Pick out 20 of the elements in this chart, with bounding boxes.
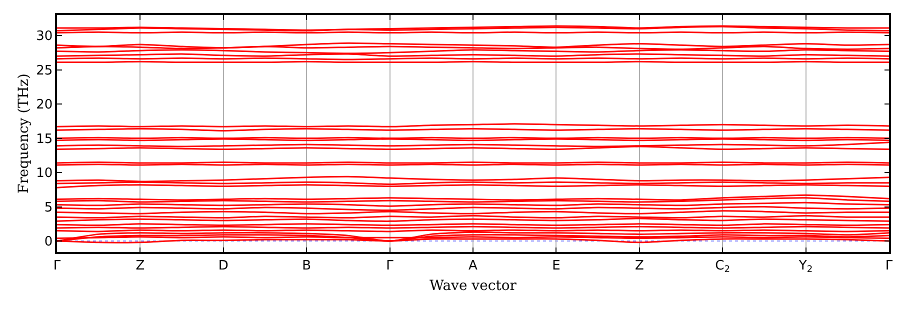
x-tick-label: Γ: [386, 258, 394, 274]
x-tick-label: B: [302, 258, 312, 274]
y-axis-title: Frequency (THz): [16, 73, 32, 194]
x-tick-label: Γ: [53, 258, 62, 274]
x-axis-title: Wave vector: [430, 278, 517, 294]
x-tick-label: A: [468, 258, 478, 274]
x-tick-label: Z: [136, 258, 145, 274]
x-tick-label: D: [218, 258, 228, 274]
x-tick-label: Z: [634, 258, 644, 274]
y-tick-label: 30: [36, 29, 53, 44]
x-tick-label: E: [552, 258, 560, 274]
y-tick-label: 0: [44, 234, 53, 250]
y-tick-label: 25: [36, 63, 53, 78]
y-tick-label: 20: [36, 98, 53, 113]
x-tick-label: Y$_{2}$: [798, 258, 813, 276]
y-tick-label: 5: [44, 200, 53, 216]
y-tick-label: 10: [36, 166, 53, 182]
x-tick-label: Γ: [885, 258, 894, 274]
x-tick-label: C$_{2}$: [715, 258, 730, 276]
y-tick-label: 15: [36, 132, 53, 147]
